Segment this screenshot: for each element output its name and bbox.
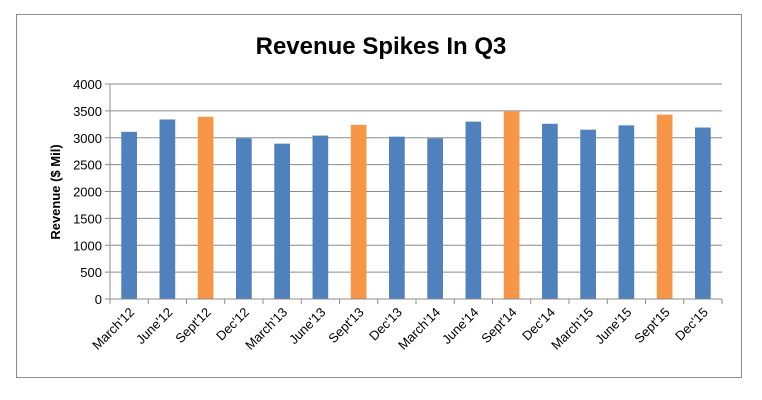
bar bbox=[695, 127, 711, 299]
bar bbox=[274, 143, 290, 299]
y-tick-label: 3000 bbox=[73, 131, 102, 146]
y-tick-label: 2500 bbox=[73, 158, 102, 173]
bars bbox=[121, 111, 711, 300]
bar bbox=[618, 125, 635, 299]
x-tick-label: June'15 bbox=[592, 305, 635, 348]
x-tick-label: June'13 bbox=[286, 305, 329, 348]
bar bbox=[350, 124, 367, 299]
bar bbox=[197, 116, 214, 299]
x-tick-label: Sept'13 bbox=[325, 305, 366, 346]
bar bbox=[427, 138, 443, 299]
bar bbox=[236, 138, 252, 299]
bar bbox=[542, 123, 558, 300]
x-tick-label: Sept'14 bbox=[478, 305, 519, 346]
x-tick-label: Sept'15 bbox=[631, 305, 672, 346]
x-tick-label: March'12 bbox=[89, 305, 137, 353]
x-tick-label: June'14 bbox=[439, 305, 482, 348]
x-tick-label: March'14 bbox=[395, 305, 443, 353]
bar bbox=[503, 111, 520, 299]
y-tick-label: 1500 bbox=[73, 211, 102, 226]
bar bbox=[121, 131, 137, 299]
bar bbox=[159, 119, 176, 299]
x-tick-label: March'13 bbox=[242, 305, 290, 353]
y-tick-labels: 0 500 1000 1500 2000 2500 3000 3500 4000 bbox=[73, 77, 102, 307]
axes bbox=[105, 83, 723, 304]
y-tick-label: 3500 bbox=[73, 104, 102, 119]
x-tick-label: Dec'15 bbox=[672, 305, 711, 344]
bar bbox=[389, 136, 405, 299]
bar bbox=[312, 135, 329, 299]
y-axis-label: Revenue ($ Mil) bbox=[48, 144, 63, 239]
y-tick-label: 4000 bbox=[73, 77, 102, 92]
y-tick-label: 500 bbox=[80, 265, 102, 280]
y-tick-label: 0 bbox=[95, 292, 102, 307]
bar bbox=[656, 114, 673, 299]
chart-title: Revenue Spikes In Q3 bbox=[256, 33, 507, 60]
x-tick-label: Sept'12 bbox=[172, 305, 213, 346]
x-tick-label: March'15 bbox=[548, 305, 596, 353]
bar bbox=[580, 129, 596, 299]
y-tick-label: 2000 bbox=[73, 185, 102, 200]
x-tick-label: June'12 bbox=[133, 305, 176, 348]
bar bbox=[465, 121, 482, 299]
y-tick-label: 1000 bbox=[73, 238, 102, 253]
